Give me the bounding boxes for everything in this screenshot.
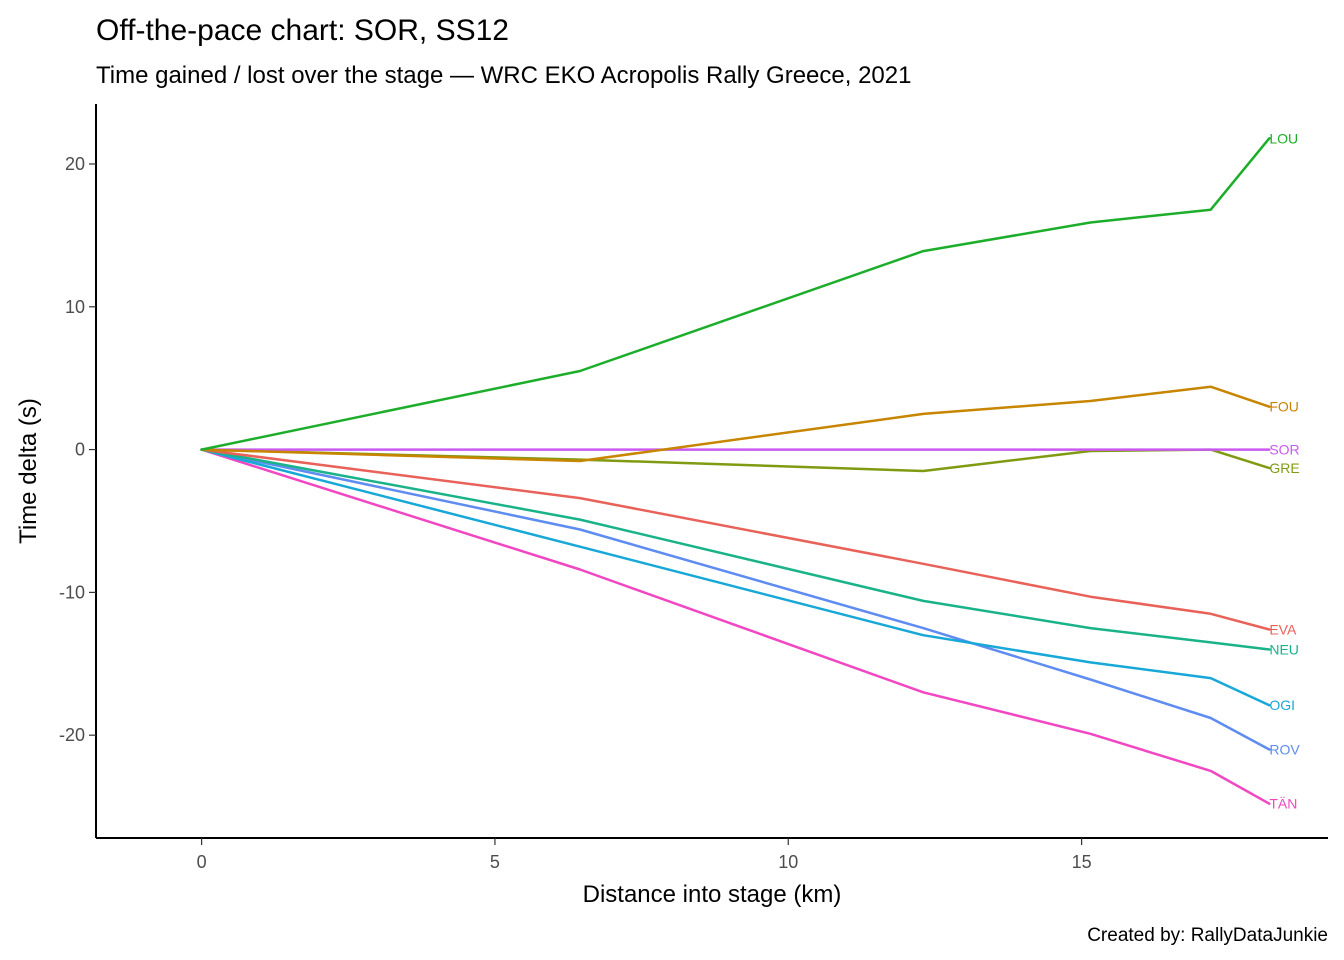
y-tick-label: -10 [59,582,85,602]
series-label-fou: FOU [1269,399,1299,415]
series-line-lou [200,137,1271,451]
x-tick-label: 10 [778,852,798,872]
plot-area: 0 5 10 15 -20 -10 0 10 20 TÄN ROV OGI NEU EVA GRE SOR FO… [59,104,1328,872]
series-label-lou: LOU [1269,130,1298,146]
series-line-neu [200,448,1271,651]
series-label-neu: NEU [1269,642,1299,658]
series-line-fou [200,385,1271,463]
series-label-rov: ROV [1269,741,1300,757]
y-axis-title: Time delta (s) [15,398,42,544]
y-tick-label: -20 [59,725,85,745]
series-line-ogi [200,448,1271,707]
series-label-tän: TÄN [1269,796,1297,812]
series-line-tän [200,448,1271,805]
x-tick-label: 15 [1072,852,1092,872]
y-tick-label: 10 [65,297,85,317]
series-line-rov [200,448,1271,751]
chart-title: Off-the-pace chart: SOR, SS12 [96,14,509,47]
y-tick-label: 0 [75,440,85,460]
x-tick-label: 5 [490,852,500,872]
series-label-sor: SOR [1269,442,1299,458]
x-tick-label: 0 [197,852,207,872]
x-axis-title: Distance into stage (km) [583,881,842,908]
chart-caption: Created by: RallyDataJunkie [1087,925,1328,946]
series-label-gre: GRE [1269,460,1299,476]
chart-subtitle: Time gained / lost over the stage — WRC … [96,62,911,89]
series-label-ogi: OGI [1269,697,1295,713]
y-tick-label: 20 [65,154,85,174]
series-line-gre [200,448,1271,473]
series-line-eva [200,448,1271,631]
series-label-eva: EVA [1269,622,1297,638]
